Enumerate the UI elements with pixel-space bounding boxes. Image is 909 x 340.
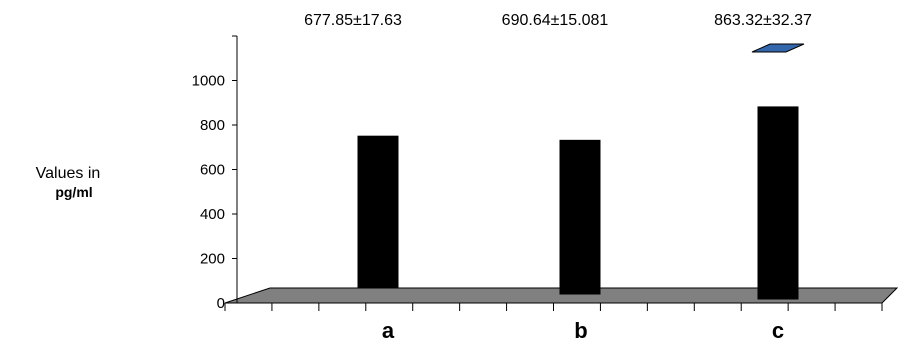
y-tick-label: 400 xyxy=(200,206,225,223)
bar-annotation-a: 677.85±17.63 xyxy=(304,12,402,29)
y-tick-label: 0 xyxy=(217,295,225,312)
y-axis: 0 200 400 600 800 1000 xyxy=(192,35,238,312)
y-axis-label: Values in xyxy=(36,165,101,182)
category-label-a: a xyxy=(382,318,395,340)
bar-b xyxy=(559,139,601,295)
bar-annotation-b: 690.64±15.081 xyxy=(502,12,609,29)
bar-a xyxy=(357,135,399,288)
y-axis-unit-label: pg/ml xyxy=(55,184,92,200)
data-labels: 677.85±17.63 a 690.64±15.081 b 863.32±32.37 c xyxy=(304,12,812,340)
category-label-c: c xyxy=(772,318,784,340)
y-tick-label: 600 xyxy=(200,162,225,179)
y-tick-label: 200 xyxy=(200,251,225,268)
y-tick-label: 800 xyxy=(200,117,225,134)
x-axis xyxy=(224,302,883,311)
bar-c xyxy=(757,106,799,300)
category-label-b: b xyxy=(574,318,587,340)
bar-annotation-c: 863.32±32.37 xyxy=(714,12,812,29)
error-marker-c xyxy=(751,43,805,53)
y-tick-label: 1000 xyxy=(192,73,225,90)
bars xyxy=(357,43,805,300)
